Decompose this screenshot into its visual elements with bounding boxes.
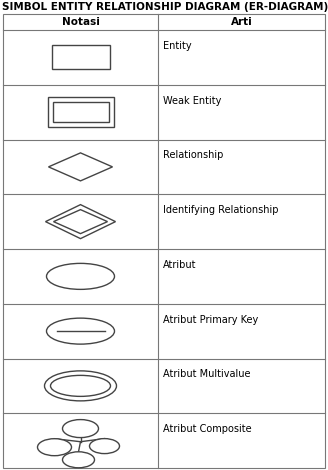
Text: Weak Entity: Weak Entity bbox=[163, 96, 221, 106]
Ellipse shape bbox=[37, 439, 72, 456]
Text: Identifying Relationship: Identifying Relationship bbox=[163, 205, 278, 215]
Polygon shape bbox=[53, 210, 108, 234]
Bar bbox=[51, 46, 110, 70]
Ellipse shape bbox=[45, 371, 116, 401]
Text: Relationship: Relationship bbox=[163, 150, 223, 160]
Bar bbox=[52, 102, 109, 122]
Text: Atribut Multivalue: Atribut Multivalue bbox=[163, 369, 251, 379]
Polygon shape bbox=[46, 204, 115, 239]
Text: Atribut: Atribut bbox=[163, 260, 196, 270]
Text: Arti: Arti bbox=[231, 17, 252, 27]
Text: Entity: Entity bbox=[163, 41, 192, 51]
Text: SIMBOL ENTITY RELATIONSHIP DIAGRAM (ER-DIAGRAM): SIMBOL ENTITY RELATIONSHIP DIAGRAM (ER-D… bbox=[2, 2, 328, 12]
Ellipse shape bbox=[47, 263, 114, 290]
Ellipse shape bbox=[63, 452, 94, 468]
Bar bbox=[48, 97, 113, 127]
Polygon shape bbox=[49, 153, 113, 181]
Text: Notasi: Notasi bbox=[62, 17, 99, 27]
Ellipse shape bbox=[90, 439, 119, 454]
Ellipse shape bbox=[47, 318, 114, 344]
Ellipse shape bbox=[63, 420, 98, 438]
Text: Atribut Primary Key: Atribut Primary Key bbox=[163, 315, 258, 325]
Ellipse shape bbox=[51, 376, 111, 396]
Text: Atribut Composite: Atribut Composite bbox=[163, 424, 252, 434]
